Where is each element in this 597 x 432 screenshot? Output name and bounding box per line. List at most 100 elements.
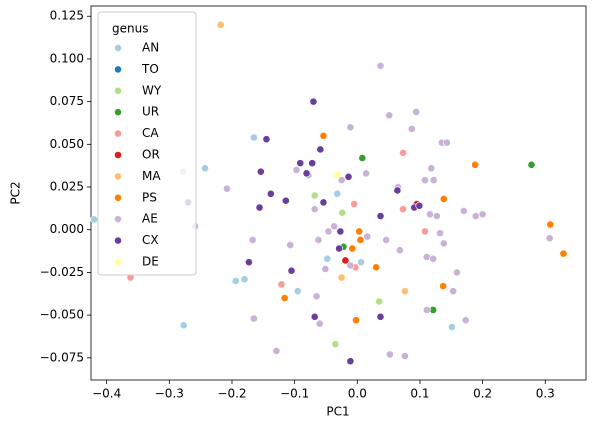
point <box>286 241 295 249</box>
legend-label: TO <box>141 62 159 76</box>
x-tick-label: 0.0 <box>348 387 367 401</box>
point <box>337 273 346 282</box>
point <box>401 352 409 360</box>
point <box>292 166 301 174</box>
legend-label: UR <box>142 105 159 119</box>
point <box>346 357 355 366</box>
point <box>281 196 290 205</box>
legend-marker <box>114 65 122 74</box>
legend-marker <box>114 193 122 202</box>
point <box>399 148 407 157</box>
legend-label: OR <box>142 148 160 162</box>
x-tick-label: −0.3 <box>155 387 184 401</box>
legend-marker <box>114 258 122 266</box>
point <box>272 347 281 355</box>
point <box>316 145 325 154</box>
point <box>439 195 448 203</box>
point <box>449 287 458 296</box>
point <box>216 20 225 29</box>
point <box>346 123 355 132</box>
legend-label: WY <box>142 83 162 97</box>
point <box>358 154 367 162</box>
point <box>352 316 360 325</box>
point <box>338 208 347 217</box>
point <box>330 222 339 231</box>
point <box>90 215 99 224</box>
point <box>559 249 568 258</box>
point <box>319 131 328 140</box>
y-tick-label: −0.025 <box>40 265 84 279</box>
legend-marker <box>114 44 122 52</box>
y-tick-label: −0.050 <box>40 308 84 322</box>
point <box>432 212 441 220</box>
point <box>296 159 305 168</box>
point <box>478 210 487 219</box>
point <box>355 227 364 236</box>
point <box>426 210 434 219</box>
y-tick-label: −0.075 <box>40 350 84 364</box>
point <box>399 205 407 214</box>
point <box>546 220 555 229</box>
point <box>337 176 346 185</box>
point <box>240 275 249 284</box>
point <box>309 97 318 106</box>
point <box>331 340 340 349</box>
point <box>401 287 409 296</box>
point <box>287 266 296 275</box>
point <box>280 294 289 302</box>
point <box>471 212 480 220</box>
y-tick-label: 0.100 <box>50 51 84 65</box>
point <box>527 160 536 169</box>
point <box>545 234 554 243</box>
point <box>357 258 365 267</box>
point <box>421 176 429 185</box>
point <box>244 258 253 267</box>
point <box>310 312 319 321</box>
point <box>333 171 342 179</box>
legend-marker <box>114 151 122 159</box>
legend-marker <box>114 129 122 138</box>
point <box>346 261 355 270</box>
legend-label: MA <box>142 169 161 183</box>
point <box>319 198 328 207</box>
y-tick-label: 0.025 <box>50 180 84 194</box>
point <box>341 256 350 265</box>
y-tick-label: 0.050 <box>50 137 84 151</box>
legend-label: AN <box>142 41 159 55</box>
point <box>315 319 324 328</box>
point <box>350 200 359 209</box>
point <box>429 176 438 185</box>
point <box>250 314 258 323</box>
point <box>277 280 286 289</box>
point <box>324 227 333 236</box>
point <box>362 169 370 178</box>
point <box>415 201 424 210</box>
point <box>363 232 372 241</box>
point <box>293 287 302 296</box>
legend-box <box>97 11 197 276</box>
point <box>336 227 345 236</box>
point <box>250 133 258 142</box>
plot-frame <box>90 5 587 381</box>
point <box>333 189 342 198</box>
point <box>310 205 319 214</box>
point <box>429 254 438 263</box>
x-tick-label: −0.1 <box>280 387 309 401</box>
point <box>439 239 448 248</box>
legend-marker <box>114 236 122 245</box>
x-tick-label: 0.3 <box>536 387 555 401</box>
legend-label: CA <box>142 126 159 140</box>
y-tick-label: 0.000 <box>50 222 84 236</box>
point <box>385 350 394 359</box>
point <box>375 297 384 306</box>
legend-label: CX <box>142 233 159 247</box>
point <box>442 138 451 147</box>
point <box>308 159 317 168</box>
point <box>335 244 344 253</box>
y-tick-label: 0.075 <box>50 94 84 108</box>
point <box>344 172 353 181</box>
x-tick-label: 0.1 <box>410 387 429 401</box>
point <box>348 244 357 253</box>
x-tick-label: −0.4 <box>92 387 121 401</box>
